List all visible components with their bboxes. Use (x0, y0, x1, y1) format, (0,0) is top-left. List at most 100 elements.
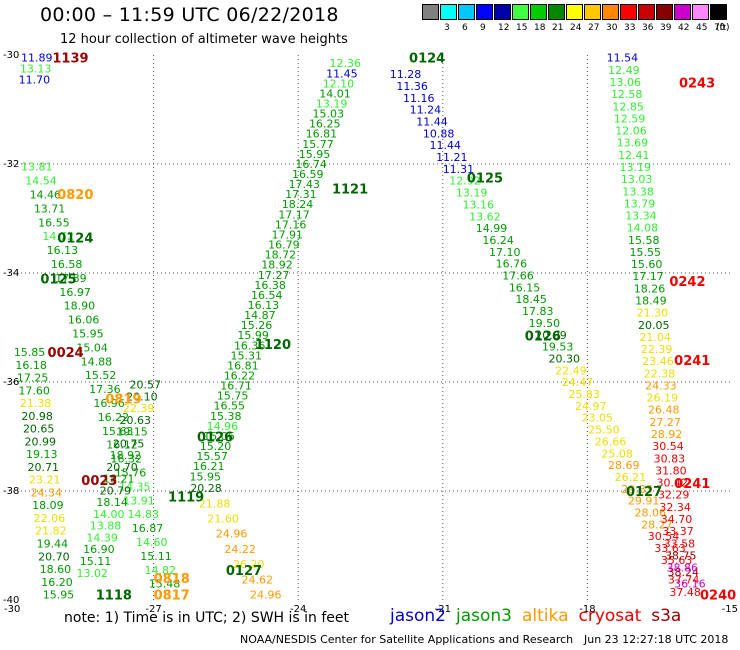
swh-value: 37.48 (669, 586, 701, 599)
swh-value: 20.71 (28, 461, 60, 474)
pass-jason2-0124: 12.3611.4512.1014.0113.1915.0316.2516.81… (190, 52, 446, 602)
swh-value: 12.59 (614, 112, 646, 125)
swh-value: 19.15 (116, 426, 147, 439)
swh-value: 12.06 (615, 125, 647, 138)
colorbar-label: 39 (660, 23, 672, 33)
swh-value: 11.44 (429, 139, 461, 152)
colorbar-label: 9 (480, 23, 486, 33)
swh-value: 11.16 (403, 92, 435, 105)
swh-value: 17.17 (278, 208, 310, 221)
swh-value: 11.28 (390, 68, 422, 81)
pass-jason3-0243: 11.5412.4913.0612.5812.8512.5912.0613.69… (607, 52, 715, 599)
swh-value: 13.69 (617, 137, 649, 150)
swh-value: 16.81 (306, 128, 338, 141)
swh-value: 19.44 (37, 537, 69, 550)
swh-value: 13.06 (610, 76, 642, 89)
swh-value: 24.33 (645, 379, 677, 392)
swh-value: 29.83 (621, 483, 653, 496)
swh-value: 15.11 (80, 555, 112, 568)
swh-value: 17.43 (289, 178, 321, 191)
colorbar-label: 12 (498, 23, 510, 33)
swh-value: 22.39 (641, 343, 673, 356)
swh-value: 18.90 (64, 300, 95, 313)
swh-value: 12.10 (323, 77, 355, 90)
swh-value: 21.30 (637, 307, 669, 320)
swh-value: 30.54 (652, 440, 684, 453)
swh-value: 20.10 (126, 390, 158, 403)
swh-value: 17.66 (502, 270, 534, 283)
swh-value: 15.38 (210, 410, 242, 423)
colorbar-label: 3 (444, 23, 450, 33)
swh-value: 20.30 (549, 352, 581, 365)
swh-value: 14.35 (119, 480, 151, 493)
swh-value: 22.06 (34, 512, 66, 525)
swh-value: 15.76 (115, 466, 146, 479)
swh-value: 18.45 (515, 293, 547, 306)
lat-tick-label: -40 (3, 595, 19, 606)
swh-value: 18.14 (96, 496, 128, 509)
swh-value: 13.34 (625, 210, 657, 223)
swh-value: 16.71 (220, 380, 252, 393)
swh-value: 30.42 (657, 477, 689, 490)
swh-value: 20.57 (130, 379, 162, 392)
swh-value: 14.46 (30, 189, 61, 202)
swh-value: 32.34 (659, 501, 691, 514)
swh-value: 24.34 (31, 486, 62, 499)
swh-value: 14.01 (319, 87, 351, 100)
swh-value: 28.06 (634, 507, 666, 520)
swh-value: 16.38 (254, 279, 286, 292)
generated-timestamp: Jun 23 12:27:18 UTC 2018 (584, 633, 729, 646)
swh-value: 16.32 (110, 453, 142, 466)
map-title: 00:00 – 11:59 UTC 06/22/2018 (40, 4, 339, 26)
swh-value: 14.08 (627, 222, 659, 235)
swh-value: 31.80 (655, 464, 687, 477)
swh-value: 16.87 (132, 522, 164, 535)
lat-tick-label: -36 (3, 377, 19, 388)
swh-value: 14.83 (127, 508, 159, 521)
pass-time-label: 0818 (154, 572, 190, 587)
pass-time-label: 1120 (255, 338, 291, 353)
swh-value: 29.91 (628, 495, 660, 508)
swh-value: 16.58 (51, 258, 83, 271)
swh-value: 12.41 (618, 149, 650, 162)
swh-value: 17.83 (522, 305, 554, 318)
swh-value: 17.60 (18, 384, 49, 397)
swh-value: 24.62 (241, 573, 273, 586)
swh-value: 16.76 (496, 258, 528, 271)
swh-value: 33.37 (662, 525, 694, 538)
swh-value: 15.63 (102, 425, 134, 438)
swh-value: 21.38 (20, 397, 52, 410)
swh-value: 24.97 (575, 400, 607, 413)
swh-value: 17.17 (632, 270, 664, 283)
swh-value: 14.96 (207, 420, 239, 433)
swh-value: 12.36 (330, 57, 362, 70)
colorbar-unit: (ft) (716, 23, 730, 33)
swh-value: 38.24 (668, 566, 700, 579)
swh-value: 11.70 (19, 74, 51, 87)
swh-value: 20.79 (100, 484, 131, 497)
swh-value: 20.70 (38, 550, 70, 563)
colorbar-label: 45 (696, 23, 708, 33)
colorbar-label: 18 (534, 23, 546, 33)
swh-value: 19.13 (26, 448, 58, 461)
pass-time-label: 0820 (57, 188, 93, 203)
swh-value: 11.54 (607, 52, 639, 65)
swh-value: 15.04 (76, 341, 108, 354)
swh-value: 21.04 (639, 331, 671, 344)
colorbar-swatch (620, 4, 637, 20)
colorbar-swatch (674, 4, 691, 20)
pass-time-label: 0124 (57, 232, 93, 247)
swh-value: 20.09 (535, 329, 567, 342)
swh-value: 22.49 (555, 364, 587, 377)
swh-value: 37.74 (668, 574, 700, 587)
swh-value: 16.12 (106, 439, 138, 452)
pass-time-label: 0127 (226, 564, 262, 579)
pass-altika-0024: 15.8516.1817.2517.6021.3820.9820.6520.99… (14, 346, 84, 602)
pass-time-label: 1118 (96, 589, 132, 604)
swh-value: 13.13 (20, 63, 52, 76)
colorbar-swatch (422, 4, 439, 20)
swh-value: 16.18 (15, 359, 47, 372)
swh-value: 13.88 (90, 520, 122, 533)
swh-value: 13.81 (21, 161, 53, 174)
pass-time-label: 0241 (674, 477, 710, 492)
